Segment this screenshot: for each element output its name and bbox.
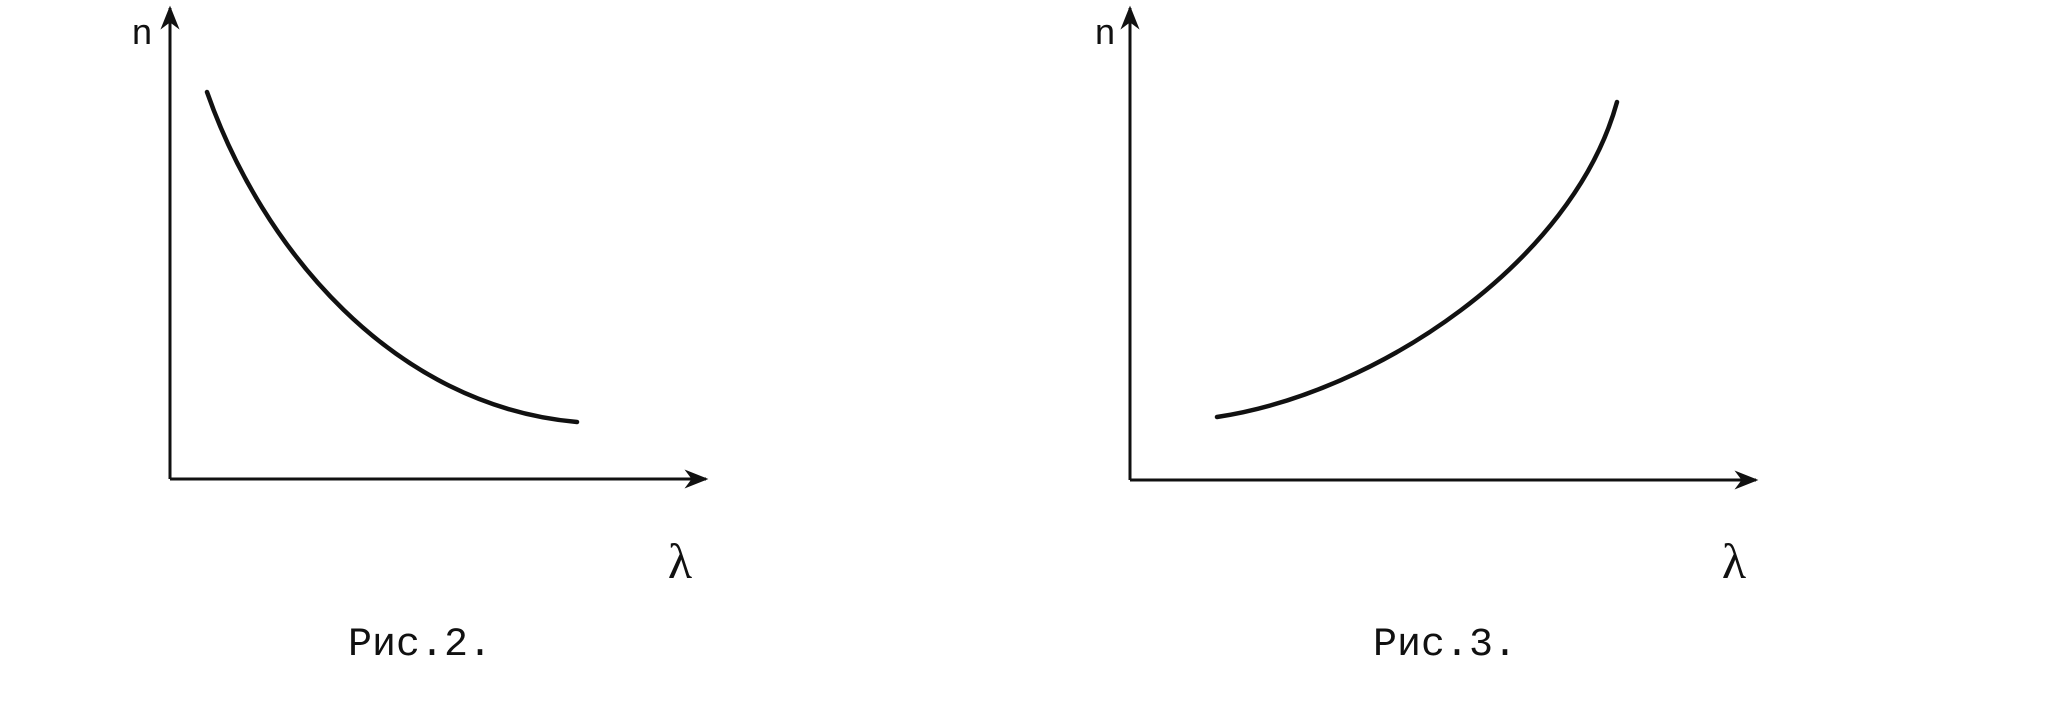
figure-3: n λ Рис.3. [1094,5,1759,668]
figure-2: n λ Рис.2. [131,5,709,668]
y-label: n [1094,14,1116,55]
curve [204,89,580,425]
y-label: n [131,14,153,55]
x-label: λ [1722,533,1746,589]
caption: Рис.2. [348,623,492,668]
curve [1214,99,1620,420]
caption: Рис.3. [1373,623,1517,668]
x-label: λ [668,533,692,589]
